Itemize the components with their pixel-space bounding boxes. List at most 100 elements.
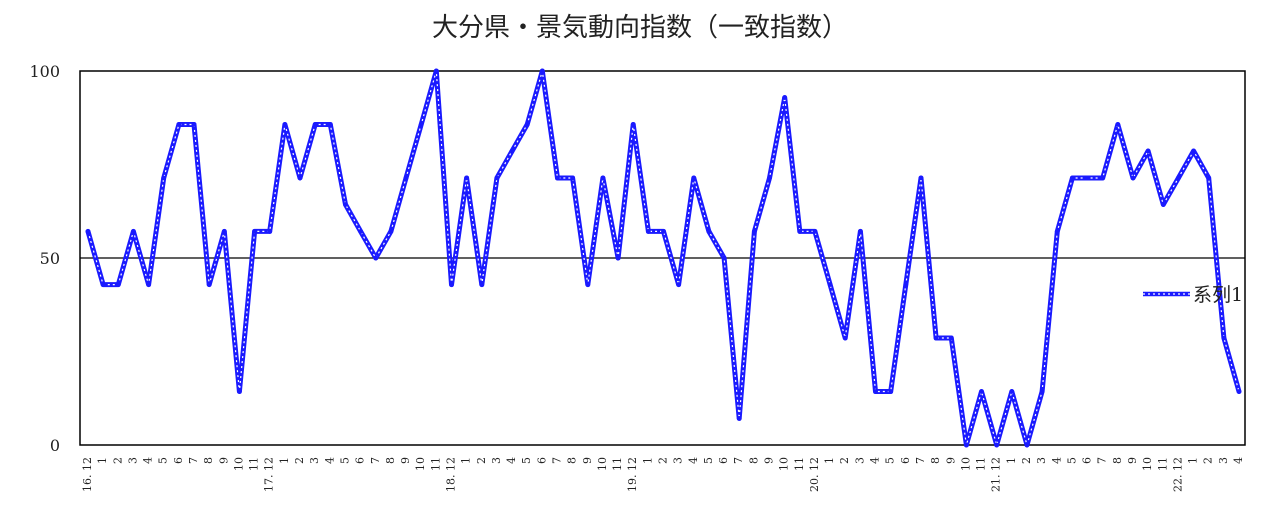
data-point bbox=[464, 175, 470, 181]
data-point bbox=[161, 175, 167, 181]
x-tick-label: 20. 12 bbox=[808, 457, 821, 492]
x-tick-label: 19. 12 bbox=[626, 457, 639, 492]
data-point bbox=[918, 175, 924, 181]
data-point bbox=[479, 282, 485, 287]
data-point bbox=[1221, 335, 1227, 341]
data-point bbox=[736, 416, 742, 421]
x-tick-label: 6 bbox=[172, 457, 185, 464]
x-tick-label: 7 bbox=[187, 457, 200, 464]
x-tick-label: 5 bbox=[884, 457, 897, 464]
data-point bbox=[191, 122, 197, 127]
data-point bbox=[661, 229, 666, 234]
data-point bbox=[1054, 229, 1060, 234]
data-point bbox=[691, 175, 697, 181]
data-point bbox=[358, 229, 364, 234]
x-tick-label: 3 bbox=[672, 457, 685, 464]
data-point bbox=[1024, 442, 1030, 448]
data-point bbox=[994, 442, 1000, 448]
data-point bbox=[1191, 148, 1196, 154]
x-tick-label: 11 bbox=[248, 457, 261, 471]
x-tick-label: 8 bbox=[1111, 457, 1124, 464]
x-tick-label: 7 bbox=[914, 457, 927, 464]
x-tick-label: 10 bbox=[1141, 457, 1154, 471]
x-tick-label: 3 bbox=[308, 457, 321, 464]
x-tick-label: 4 bbox=[323, 457, 336, 464]
data-point bbox=[343, 202, 348, 207]
data-point bbox=[812, 229, 818, 234]
data-point bbox=[979, 389, 984, 394]
data-point bbox=[267, 229, 273, 234]
chart-title: 大分県・景気動向指数（一致指数） bbox=[432, 13, 848, 43]
data-point bbox=[600, 175, 606, 181]
x-tick-label: 4 bbox=[687, 457, 700, 464]
data-point bbox=[1206, 175, 1212, 181]
x-tick-label: 11 bbox=[975, 457, 988, 471]
data-point bbox=[206, 282, 212, 287]
y-tick-label: 100 bbox=[29, 62, 60, 81]
data-point bbox=[948, 335, 954, 341]
data-point bbox=[1176, 175, 1181, 181]
x-tick-label: 1 bbox=[1187, 457, 1200, 464]
x-tick-label: 6 bbox=[1081, 457, 1094, 464]
x-tick-label: 3 bbox=[126, 457, 139, 464]
data-point bbox=[1070, 175, 1075, 181]
x-tick-label: 4 bbox=[1050, 457, 1063, 464]
data-point bbox=[115, 282, 121, 287]
x-tick-label: 3 bbox=[490, 457, 503, 464]
data-point bbox=[706, 229, 712, 234]
data-point bbox=[827, 282, 833, 287]
x-tick-label: 1 bbox=[96, 457, 109, 464]
x-tick-label: 9 bbox=[399, 457, 412, 464]
y-tick-label: 0 bbox=[50, 436, 60, 455]
x-tick-label: 2 bbox=[1202, 457, 1215, 464]
x-tick-label: 2 bbox=[475, 457, 488, 464]
data-point bbox=[539, 68, 545, 74]
data-point bbox=[252, 229, 257, 234]
data-point bbox=[297, 175, 303, 181]
x-tick-label: 1 bbox=[823, 457, 836, 464]
x-tick-label: 2 bbox=[293, 457, 306, 464]
x-tick-label: 9 bbox=[944, 457, 957, 464]
x-tick-label: 4 bbox=[869, 457, 882, 464]
data-point bbox=[615, 255, 621, 261]
x-tick-label: 3 bbox=[853, 457, 866, 464]
data-point bbox=[176, 122, 182, 127]
x-tick-label: 1 bbox=[1005, 457, 1018, 464]
y-axis-ticks: 0 50 100 bbox=[29, 62, 60, 455]
x-tick-label: 11 bbox=[611, 457, 624, 471]
x-tick-label: 6 bbox=[535, 457, 548, 464]
x-tick-label: 5 bbox=[157, 457, 170, 464]
x-tick-label: 22. 12 bbox=[1171, 457, 1184, 492]
data-point bbox=[373, 255, 379, 261]
x-tick-label: 2 bbox=[838, 457, 851, 464]
x-tick-label: 8 bbox=[384, 457, 397, 464]
data-point bbox=[857, 229, 863, 234]
data-point bbox=[1145, 148, 1151, 154]
data-point bbox=[721, 255, 727, 261]
x-tick-label: 10 bbox=[778, 457, 791, 471]
data-point bbox=[645, 229, 651, 234]
data-point bbox=[933, 335, 939, 341]
data-point bbox=[1100, 175, 1106, 181]
data-point bbox=[433, 68, 439, 74]
data-point bbox=[1160, 202, 1166, 207]
data-point bbox=[237, 389, 242, 394]
x-tick-label: 10 bbox=[232, 457, 245, 471]
data-point bbox=[403, 175, 409, 181]
x-tick-label: 9 bbox=[217, 457, 230, 464]
x-tick-label: 7 bbox=[1096, 457, 1109, 464]
x-tick-label: 9 bbox=[763, 457, 776, 464]
x-tick-label: 5 bbox=[702, 457, 715, 464]
x-tick-label: 8 bbox=[747, 457, 760, 464]
data-point bbox=[555, 175, 560, 181]
data-point bbox=[1236, 389, 1242, 394]
x-tick-label: 1 bbox=[641, 457, 654, 464]
legend: 系列1 bbox=[1143, 284, 1243, 306]
data-point bbox=[131, 229, 136, 234]
x-tick-label: 3 bbox=[1217, 457, 1230, 464]
data-point bbox=[873, 389, 878, 394]
data-point bbox=[1009, 389, 1015, 394]
data-point bbox=[963, 442, 969, 448]
